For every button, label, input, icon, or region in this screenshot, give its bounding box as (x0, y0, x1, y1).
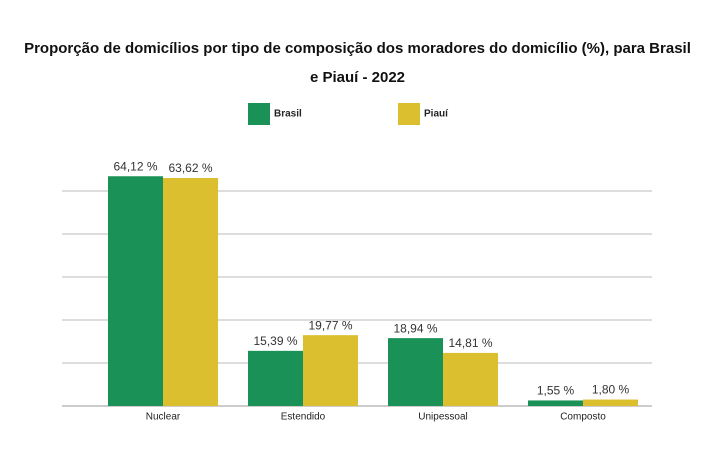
bar (303, 335, 358, 406)
legend-swatch (248, 103, 270, 125)
x-tick-label: Unipessoal (418, 412, 467, 423)
bar (388, 338, 443, 406)
legend-label: Brasil (274, 109, 302, 120)
value-label: 1,80 % (592, 383, 630, 397)
chart-title: Proporção de domicílios por tipo de comp… (24, 40, 691, 86)
legend-label: Piauí (424, 109, 449, 120)
bar (528, 400, 583, 406)
legend-swatch (398, 103, 420, 125)
bar (163, 178, 218, 406)
bar (583, 399, 638, 406)
value-label: 19,77 % (308, 318, 352, 332)
value-label: 63,62 % (168, 161, 212, 175)
bar (443, 352, 498, 406)
value-label: 64,12 % (113, 159, 157, 173)
bar (108, 176, 163, 406)
value-label: 15,39 % (253, 334, 297, 348)
x-tick-label: Estendido (281, 412, 326, 423)
value-label: 14,81 % (448, 336, 492, 350)
value-label: 18,94 % (393, 321, 437, 335)
bar (248, 350, 303, 406)
x-tick-label: Nuclear (146, 412, 181, 423)
value-label: 1,55 % (537, 384, 575, 398)
x-tick-label: Composto (560, 412, 606, 423)
